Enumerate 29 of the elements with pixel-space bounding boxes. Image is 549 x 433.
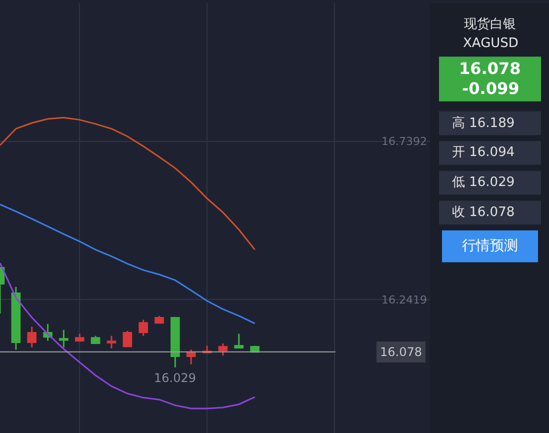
candlestick [170, 316, 180, 368]
candlestick [74, 332, 84, 342]
candlestick [138, 318, 148, 337]
text: 收 16.078 [452, 205, 515, 220]
candlestick [27, 326, 36, 348]
candlestick [122, 330, 132, 348]
candlestick [154, 315, 164, 324]
y-tick-label: 16.2419 [382, 294, 427, 307]
text: 行情预测 [462, 238, 518, 254]
candlestick [11, 286, 21, 350]
line-series [0, 116, 256, 250]
candlestick [186, 348, 196, 365]
text: 开 16.094 [452, 145, 515, 160]
ref-line-label: 16.078 [380, 345, 422, 359]
y-tick-label: 16.7392 [382, 135, 427, 148]
line-series [0, 204, 256, 324]
candlestick [90, 335, 100, 344]
text: 高 16.189 [452, 115, 515, 131]
candlestick [218, 342, 228, 356]
candlestick [234, 332, 244, 348]
text: 现货白银 [464, 17, 516, 32]
line-series [0, 262, 256, 410]
candlestick [59, 329, 68, 348]
annotation: 16.029 [154, 371, 196, 385]
text: 低 16.029 [452, 175, 515, 190]
text: -0.099 [462, 79, 520, 98]
text: 16.078 [459, 59, 521, 78]
candlestick [106, 335, 116, 350]
text: XAGUSD [463, 36, 518, 51]
